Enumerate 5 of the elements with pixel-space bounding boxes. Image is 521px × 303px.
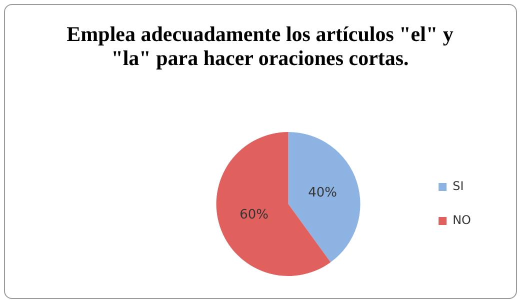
data-label: 40% [308,185,337,200]
legend-label: NO [452,213,471,228]
chart-title: Emplea adecuadamente los artículos "el" y "la" para hacer oraciones cortas. [66,22,454,70]
legend-label: SI [452,179,464,194]
data-label: 60% [240,208,269,222]
